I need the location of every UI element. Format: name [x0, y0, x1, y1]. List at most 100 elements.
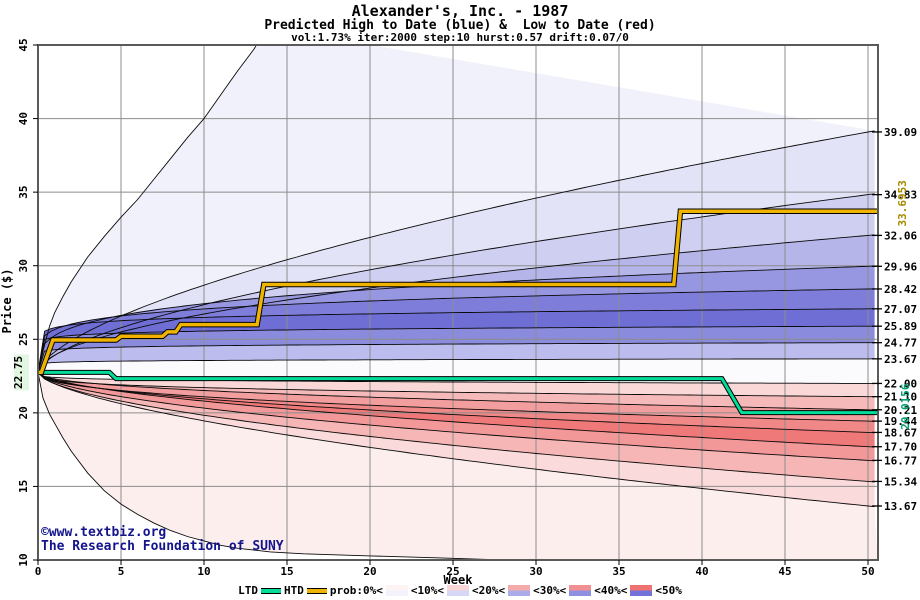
low-band-0: [38, 372, 875, 397]
htd-line: [38, 208, 878, 376]
right-axis-label-22.00: 22.00: [884, 377, 917, 390]
x-tick-label-15: 15: [280, 565, 293, 578]
low-band-1: [38, 372, 875, 410]
legend-prob-swatch-1: [446, 585, 469, 596]
htd-line-core: [38, 209, 878, 375]
right-axis-label-21.10: 21.10: [884, 391, 917, 404]
high-boundary-1: [38, 130, 875, 373]
legend-prob-swatch-4: [630, 585, 653, 596]
right-axis-label-13.67: 13.67: [884, 500, 917, 513]
x-tick-label-30: 30: [529, 565, 542, 578]
high-boundary-0: [38, 45, 257, 373]
ltd-line: [38, 369, 878, 416]
copyright-url: ©www.textbiz.org: [41, 525, 167, 540]
start-price-highlight: [14, 354, 29, 391]
legend-prob20-label: <20%<: [471, 584, 506, 597]
low-boundary-3: [38, 372, 875, 422]
legend-prob-swatch-2: [508, 585, 531, 596]
high-boundary-9: [38, 358, 875, 373]
right-axis-label-17.70: 17.70: [884, 441, 917, 454]
legend-ltd-label: LTD: [238, 584, 258, 597]
legend-htd-label: HTD: [284, 584, 304, 597]
right-axis-label-24.77: 24.77: [884, 337, 917, 350]
chart-simulation-params: vol:1.73% iter:2000 step:10 hurst:0.57 d…: [291, 31, 629, 44]
high-band-8: [38, 342, 875, 373]
legend-prob-swatch-3: [569, 585, 592, 596]
right-axis-label-16.77: 16.77: [884, 454, 917, 467]
low-band-2: [38, 372, 875, 422]
low-band-5: [38, 372, 875, 461]
ltd-final-value-label: 20.0156: [899, 383, 912, 430]
chart-title: Alexander's, Inc. - 1987: [351, 2, 569, 20]
low-boundary-7: [38, 372, 875, 483]
right-axis-label-27.07: 27.07: [884, 303, 917, 316]
x-tick-label-45: 45: [778, 565, 791, 578]
right-axis-label-25.89: 25.89: [884, 320, 917, 333]
x-axis: 0 5 10 15 20 25 30 35 40 45 50: [35, 560, 875, 578]
x-tick-label-20: 20: [363, 565, 376, 578]
right-axis-labels: 39.09 34.83 32.06 29.96 28.42 27.07 25.89 24.77…: [872, 126, 917, 513]
low-band-4: [38, 372, 875, 448]
high-band-0: [38, 45, 875, 373]
right-axis-label-18.67: 18.67: [884, 426, 917, 439]
legend-prob40-label: <40%<: [594, 584, 628, 597]
right-axis-label-23.67: 23.67: [884, 353, 917, 366]
y-tick-label-15: 15: [17, 480, 30, 493]
x-tick-label-50: 50: [861, 565, 874, 578]
legend-htd-line-swatch: [306, 587, 327, 594]
legend: LTD HTD prob:0%< <10%< <20%< <30%< <40%<…: [0, 584, 920, 597]
right-axis-label-20.21: 20.21: [884, 404, 917, 417]
low-band-3: [38, 372, 875, 433]
htd-final-value-label: 33.6953: [896, 180, 909, 226]
right-axis-label-39.09: 39.09: [884, 126, 917, 139]
high-boundary-5: [38, 288, 875, 373]
legend-ltd-line-swatch: [261, 587, 281, 594]
right-axis-label-19.44: 19.44: [884, 415, 917, 428]
legend-prob-swatch-0: [385, 585, 408, 596]
high-boundary-3: [38, 234, 875, 373]
low-boundary-5: [38, 372, 875, 448]
chart-subtitle: Predicted High to Date (blue) & Low to D…: [264, 18, 656, 33]
legend-prob50-label: <50%: [655, 584, 682, 597]
y-tick-label-25: 25: [17, 333, 30, 346]
low-band-8: [38, 372, 878, 560]
copyright-org: The Research Foundation of SUNY: [41, 539, 284, 554]
low-boundary-9: [38, 372, 514, 560]
low-boundary-8: [38, 372, 875, 508]
y-tick-label-20: 20: [17, 406, 30, 419]
low-band-6: [38, 372, 875, 482]
band-boundaries: [38, 45, 875, 560]
high-band-5: [38, 288, 875, 373]
x-axis-title: Week: [443, 573, 473, 587]
right-axis-label-32.06: 32.06: [884, 229, 917, 242]
high-boundary-6: [38, 308, 875, 373]
grid-lines: [38, 45, 878, 560]
x-tick-label-35: 35: [612, 565, 625, 578]
high-boundary-8: [38, 342, 875, 373]
high-band-3: [38, 234, 875, 373]
x-tick-label-5: 5: [118, 565, 125, 578]
low-boundary-6: [38, 372, 875, 462]
y-tick-label-30: 30: [17, 259, 30, 272]
x-tick-label-0: 0: [35, 565, 42, 578]
plot-frame: [37, 44, 879, 561]
legend-prob30-label: <30%<: [533, 584, 567, 597]
high-band-2: [38, 193, 875, 373]
y-axis-title: Price ($): [0, 268, 14, 334]
x-tick-label-40: 40: [695, 565, 708, 578]
y-tick-label-10: 10: [17, 553, 30, 566]
right-axis-label-28.42: 28.42: [884, 283, 917, 296]
y-tick-label-40: 40: [17, 112, 30, 125]
high-band-1: [38, 130, 875, 373]
x-tick-label-25: 25: [446, 565, 459, 578]
high-band-7: [38, 326, 875, 373]
legend-prob10-label: <10%<: [410, 584, 444, 597]
y-tick-label-45: 45: [17, 38, 30, 51]
low-band-7: [38, 372, 875, 507]
y-tick-label-35: 35: [17, 186, 30, 199]
low-boundary-1: [38, 372, 875, 398]
y-axis: 10 15 20 25 30 35 40 45 22.75: [12, 38, 38, 567]
right-axis-label-15.34: 15.34: [884, 475, 917, 488]
x-tick-label-10: 10: [197, 565, 210, 578]
